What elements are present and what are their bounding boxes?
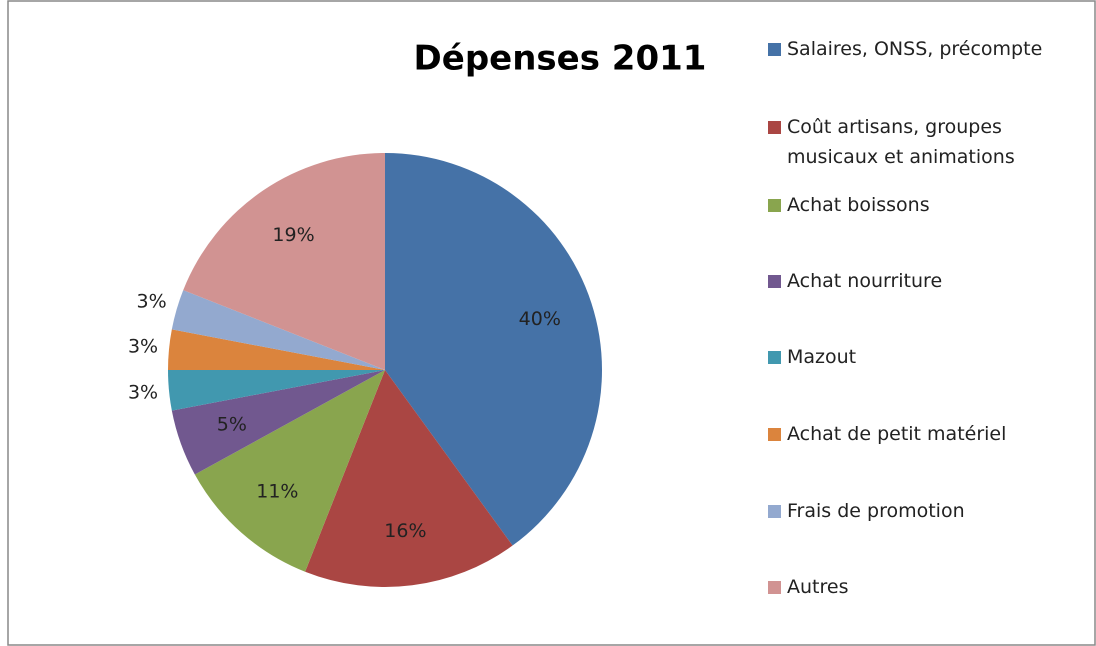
pie-slice	[305, 370, 513, 587]
pie-slice	[171, 370, 385, 475]
pie-slice	[183, 153, 385, 370]
data-label: 11%	[256, 481, 298, 503]
legend-label: Achat de petit matériel	[787, 423, 1007, 445]
legend-item: Achat nourriture	[768, 266, 1078, 296]
legend-label: Frais de promotion	[787, 500, 965, 522]
legend-item: Coût artisans, groupes musicaux et anima…	[768, 112, 1078, 172]
pie-slice	[168, 329, 385, 370]
data-label: 5%	[217, 414, 247, 436]
legend-swatch	[768, 121, 781, 134]
legend-label: Achat boissons	[787, 194, 930, 216]
frame	[7, 0, 1096, 646]
data-label: 40%	[519, 308, 561, 330]
legend-swatch	[768, 505, 781, 518]
pie-slice	[171, 290, 385, 370]
legend-label: Achat nourriture	[787, 270, 943, 292]
legend-swatch	[768, 43, 781, 56]
legend-swatch	[768, 581, 781, 594]
pie-slice	[194, 370, 385, 572]
legend-label: Coût artisans, groupes musicaux et anima…	[787, 116, 1015, 168]
data-label: 3%	[128, 336, 158, 358]
legend-swatch	[768, 428, 781, 441]
chart-title: Dépenses 2011	[414, 39, 707, 79]
legend-label: Autres	[787, 576, 849, 598]
legend-swatch	[768, 351, 781, 364]
data-label: 19%	[272, 224, 314, 246]
pie-slice	[168, 370, 385, 411]
pie-slice	[385, 153, 602, 546]
legend-swatch	[768, 199, 781, 212]
legend-item: Frais de promotion	[768, 496, 1078, 526]
legend-item: Autres	[768, 572, 1078, 602]
data-label: 3%	[128, 381, 158, 403]
legend-item: Achat de petit matériel	[768, 419, 1078, 449]
legend-label: Salaires, ONSS, précompte	[787, 38, 1043, 60]
legend-item: Mazout	[768, 342, 1078, 372]
legend-item: Achat boissons	[768, 190, 1078, 220]
data-label: 16%	[384, 520, 426, 542]
legend-item: Salaires, ONSS, précompte	[768, 34, 1078, 64]
legend-label: Mazout	[787, 346, 857, 368]
data-label: 3%	[137, 291, 167, 313]
legend-swatch	[768, 275, 781, 288]
